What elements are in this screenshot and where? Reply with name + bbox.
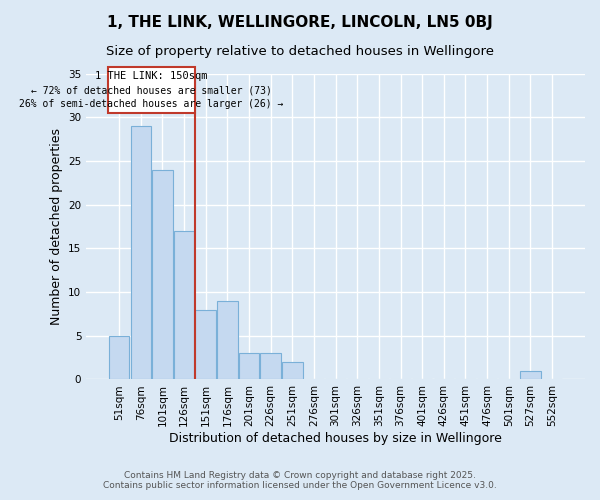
Bar [152, 170, 173, 380]
Text: Size of property relative to detached houses in Wellingore: Size of property relative to detached ho… [106, 45, 494, 58]
X-axis label: Distribution of detached houses by size in Wellingore: Distribution of detached houses by size … [169, 432, 502, 445]
Bar [131, 126, 151, 380]
Y-axis label: Number of detached properties: Number of detached properties [50, 128, 62, 325]
Bar [217, 301, 238, 380]
Bar [282, 362, 302, 380]
Bar [520, 370, 541, 380]
Text: 26% of semi-detached houses are larger (26) →: 26% of semi-detached houses are larger (… [19, 99, 284, 109]
Text: Contains HM Land Registry data © Crown copyright and database right 2025.
Contai: Contains HM Land Registry data © Crown c… [103, 470, 497, 490]
Bar [260, 354, 281, 380]
Text: 1 THE LINK: 150sqm: 1 THE LINK: 150sqm [95, 71, 208, 81]
Bar [196, 310, 216, 380]
Bar [109, 336, 130, 380]
Text: ← 72% of detached houses are smaller (73): ← 72% of detached houses are smaller (73… [31, 85, 272, 95]
Bar [174, 231, 194, 380]
Bar [239, 354, 259, 380]
Text: 1, THE LINK, WELLINGORE, LINCOLN, LN5 0BJ: 1, THE LINK, WELLINGORE, LINCOLN, LN5 0B… [107, 15, 493, 30]
FancyBboxPatch shape [109, 67, 195, 113]
